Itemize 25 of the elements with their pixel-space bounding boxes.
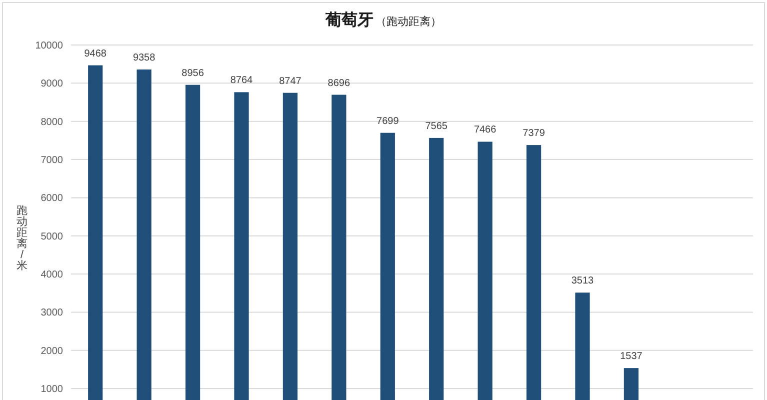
y-tick-label: 6000: [40, 193, 64, 204]
data-label: 8764: [230, 75, 254, 86]
chart-subtitle: （跑动距离）: [376, 15, 442, 28]
data-label: 3513: [571, 276, 594, 287]
y-tick-label: 8000: [40, 116, 64, 128]
y-tick-label: 1000: [40, 384, 64, 396]
y-axis-title: 跑动距离/米: [16, 204, 28, 272]
data-label: 8696: [328, 78, 350, 89]
y-tick-label: 9000: [40, 78, 64, 90]
data-label: 8956: [182, 68, 204, 79]
y-tick-label: 7000: [40, 155, 64, 166]
y-tick-label: 3000: [40, 308, 64, 319]
y-tick-label: 5000: [40, 231, 64, 242]
data-label: 7699: [376, 116, 400, 127]
data-label: 7466: [474, 124, 497, 136]
data-label: 7379: [522, 128, 546, 140]
data-label: 9358: [132, 52, 156, 64]
y-tick-label: 10000: [35, 40, 64, 52]
data-label: 7565: [425, 120, 448, 132]
y-tick-label: 2000: [40, 346, 64, 357]
data-label: 8747: [279, 76, 302, 87]
data-label: 9468: [84, 48, 107, 60]
chart-title: 葡萄牙: [324, 11, 374, 29]
y-tick-label: 4000: [40, 270, 64, 281]
data-label: 1537: [620, 351, 643, 362]
